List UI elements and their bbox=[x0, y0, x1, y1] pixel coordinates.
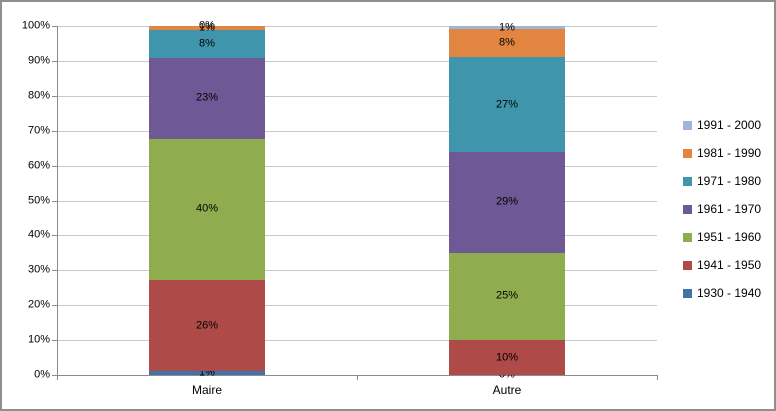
category-label-Autre: Autre bbox=[492, 383, 522, 397]
data-label-Maire-1981 - 1990: 1% bbox=[199, 21, 215, 34]
y-axis-line bbox=[57, 26, 58, 376]
legend: 1991 - 2000 1981 - 1990 1971 - 1980 1961 - … bbox=[683, 111, 761, 307]
y-axis-label-30%: 30% bbox=[27, 263, 50, 276]
y-axis-tick-50% bbox=[52, 200, 57, 202]
y-axis-tick-40% bbox=[52, 235, 57, 237]
y-axis-label-80%: 80% bbox=[27, 89, 50, 102]
bar-segment-Autre-1951 - 1960 bbox=[449, 252, 565, 341]
bar-segment-Autre-1991 - 2000 bbox=[449, 26, 565, 30]
gridline-70% bbox=[57, 130, 657, 132]
y-axis-tick-20% bbox=[52, 305, 57, 307]
bar-segment-Maire-1971 - 1980 bbox=[149, 29, 265, 58]
bar-segment-Autre-1961 - 1970 bbox=[449, 151, 565, 253]
x-axis-tick-2 bbox=[657, 376, 658, 380]
y-axis-label-90%: 90% bbox=[27, 54, 50, 67]
legend-label: 1941 - 1950 bbox=[697, 258, 762, 272]
data-label-Maire-1941 - 1950: 26% bbox=[195, 319, 219, 332]
legend-swatch-icon bbox=[683, 176, 692, 186]
x-axis-tick-0 bbox=[57, 376, 58, 380]
y-axis-label-40%: 40% bbox=[27, 228, 50, 241]
legend-swatch-icon bbox=[683, 120, 692, 130]
data-label-Autre-1961 - 1970: 29% bbox=[495, 195, 519, 208]
legend-label: 1930 - 1940 bbox=[697, 286, 762, 300]
y-axis-tick-100% bbox=[52, 26, 57, 27]
legend-label: 1971 - 1980 bbox=[697, 174, 762, 188]
legend-item-1961 - 1970: 1961 - 1970 bbox=[683, 195, 761, 223]
y-axis-label-60%: 60% bbox=[27, 159, 50, 172]
legend-swatch-icon bbox=[683, 260, 692, 270]
gridline-50% bbox=[57, 200, 657, 202]
y-axis-tick-90% bbox=[52, 60, 57, 62]
bar-segment-Autre-1981 - 1990 bbox=[449, 29, 565, 58]
y-axis-label-10%: 10% bbox=[27, 333, 50, 346]
y-axis-label-20%: 20% bbox=[27, 298, 50, 311]
y-axis-label-0%: 0% bbox=[34, 368, 50, 381]
legend-item-1930 - 1940: 1930 - 1940 bbox=[683, 279, 761, 307]
gridline-90% bbox=[57, 60, 657, 62]
x-axis-line bbox=[57, 375, 658, 376]
legend-label: 1991 - 2000 bbox=[697, 118, 762, 132]
y-axis-tick-0% bbox=[52, 375, 57, 376]
legend-label: 1961 - 1970 bbox=[697, 202, 762, 216]
category-label-Maire: Maire bbox=[191, 383, 223, 397]
gridline-20% bbox=[57, 305, 657, 307]
y-axis-tick-80% bbox=[52, 95, 57, 97]
gridline-100% bbox=[57, 26, 657, 27]
bar-segment-Maire-1941 - 1950 bbox=[149, 279, 265, 372]
bar-segment-Maire-1930 - 1940 bbox=[149, 371, 265, 375]
y-axis-tick-70% bbox=[52, 130, 57, 132]
data-label-Autre-1951 - 1960: 25% bbox=[495, 289, 519, 302]
legend-item-1941 - 1950: 1941 - 1950 bbox=[683, 251, 761, 279]
y-axis-tick-30% bbox=[52, 270, 57, 272]
bar-segment-Autre-1941 - 1950 bbox=[449, 340, 565, 375]
legend-swatch-icon bbox=[683, 288, 692, 298]
data-label-Autre-1991 - 2000: 1% bbox=[499, 21, 515, 34]
data-label-Autre-1941 - 1950: 10% bbox=[495, 351, 519, 364]
data-label-Autre-1971 - 1980: 27% bbox=[495, 98, 519, 111]
y-axis-tick-10% bbox=[52, 340, 57, 342]
legend-swatch-icon bbox=[683, 204, 692, 214]
y-axis-label-70%: 70% bbox=[27, 124, 50, 137]
gridline-40% bbox=[57, 235, 657, 237]
data-label-Autre-1981 - 1990: 8% bbox=[499, 36, 515, 49]
legend-item-1981 - 1990: 1981 - 1990 bbox=[683, 139, 761, 167]
gridline-30% bbox=[57, 270, 657, 272]
legend-swatch-icon bbox=[683, 232, 692, 242]
data-label-Maire-1930 - 1940: 1% bbox=[199, 366, 215, 379]
data-label-Maire-1961 - 1970: 23% bbox=[195, 91, 219, 104]
gridline-80% bbox=[57, 95, 657, 97]
legend-label: 1981 - 1990 bbox=[697, 146, 762, 160]
x-axis-tick-1 bbox=[357, 376, 358, 380]
data-label-Maire-1951 - 1960: 40% bbox=[195, 202, 219, 215]
data-label-Maire-1971 - 1980: 8% bbox=[199, 37, 215, 50]
bar-segment-Maire-1981 - 1990 bbox=[149, 26, 265, 30]
legend-item-1971 - 1980: 1971 - 1980 bbox=[683, 167, 761, 195]
legend-label: 1951 - 1960 bbox=[697, 230, 762, 244]
gridline-60% bbox=[57, 165, 657, 167]
legend-swatch-icon bbox=[683, 148, 692, 158]
y-axis-label-50%: 50% bbox=[27, 194, 50, 206]
bar-segment-Maire-1961 - 1970 bbox=[149, 57, 265, 139]
data-label-Maire-1991 - 2000: 0% bbox=[199, 19, 215, 32]
bar-segment-Autre-1971 - 1980 bbox=[449, 57, 565, 152]
legend-item-1951 - 1960: 1951 - 1960 bbox=[683, 223, 761, 251]
y-axis-tick-60% bbox=[52, 165, 57, 167]
bar-segment-Maire-1951 - 1960 bbox=[149, 138, 265, 280]
legend-item-1991 - 2000: 1991 - 2000 bbox=[683, 111, 761, 139]
y-axis-label-100%: 100% bbox=[21, 19, 50, 32]
gridline-10% bbox=[57, 340, 657, 342]
